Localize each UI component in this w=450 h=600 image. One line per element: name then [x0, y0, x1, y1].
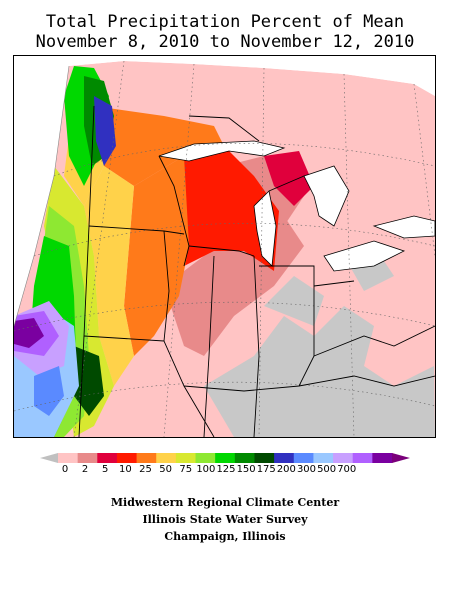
legend-colorbar: [40, 453, 410, 463]
credit-line-2: Illinois State Water Survey: [142, 513, 308, 526]
legend-color-cell: [116, 453, 138, 463]
legend-color-cell: [195, 453, 216, 463]
legend-color-cell: [77, 453, 98, 463]
legend-color-cell: [254, 453, 275, 463]
legend-tick-label: 500: [317, 464, 337, 475]
legend-tick-label: 150: [236, 464, 256, 475]
legend-low-arrow: [40, 453, 58, 463]
legend-color-cell: [97, 453, 118, 463]
legend-tick-label: 100: [196, 464, 216, 475]
legend-color-cell: [352, 453, 373, 463]
credit-line-1: Midwestern Regional Climate Center: [110, 496, 340, 509]
legend-tick-label: 10: [118, 464, 132, 475]
credit-line-3: Champaign, Illinois: [164, 530, 286, 543]
legend-color-cell: [234, 453, 255, 463]
legend-tick-label: 25: [139, 464, 152, 475]
legend-color-cell: [372, 453, 393, 463]
legend-tick-label: 175: [256, 464, 276, 475]
legend-high-arrow: [392, 453, 410, 463]
legend-color-cell: [175, 453, 197, 463]
legend-tick-label: 5: [102, 464, 109, 475]
precipitation-map: [13, 55, 436, 438]
legend-color-cell: [58, 453, 79, 463]
legend-color-cell: [274, 453, 295, 463]
legend-tick-label: 2: [81, 464, 89, 475]
map-date-range: November 8, 2010 to November 12, 2010: [35, 32, 415, 52]
legend-color-cell: [156, 453, 177, 463]
legend-color-cell: [313, 453, 334, 463]
map-title: Total Precipitation Percent of Mean: [45, 12, 405, 32]
legend-tick-label: 125: [216, 464, 236, 475]
legend-tick-label: 700: [337, 464, 357, 475]
legend-tick-label: 200: [276, 464, 296, 475]
legend-color-cell: [293, 453, 314, 463]
legend-color-cell: [136, 453, 157, 463]
legend-tick-label: 300: [296, 464, 317, 475]
legend-color-cell: [333, 453, 354, 463]
legend-tick-label: 50: [159, 464, 172, 475]
legend-tick-label: 75: [179, 464, 193, 475]
legend-tick-label: 0: [61, 464, 69, 475]
legend-color-cell: [215, 453, 236, 463]
